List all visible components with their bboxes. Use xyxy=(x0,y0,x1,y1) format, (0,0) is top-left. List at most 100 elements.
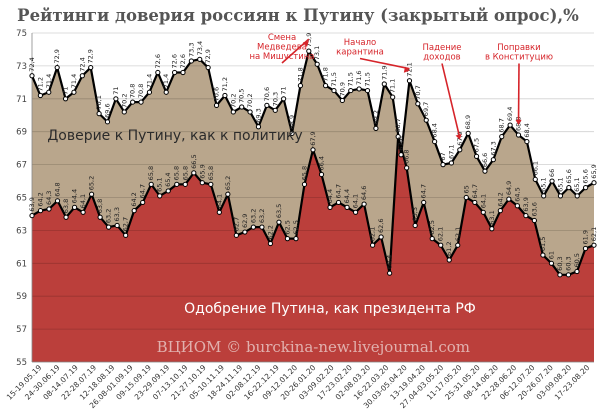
annotation-arrowhead xyxy=(403,66,410,73)
data-label-approval: 64,8 xyxy=(54,182,62,196)
data-label-trust: 69,4 xyxy=(506,107,514,121)
point-trust xyxy=(532,176,538,183)
y-tick-label: 71 xyxy=(16,95,27,105)
data-label-trust: 72,9 xyxy=(204,49,212,63)
data-label-approval: 64,1 xyxy=(215,194,223,208)
point-approval xyxy=(80,209,86,215)
data-label-approval: 63,5 xyxy=(275,204,283,218)
data-label-approval: 64,1 xyxy=(479,194,487,208)
data-label-trust: 71 xyxy=(62,87,70,95)
data-label-approval: 62,5 xyxy=(428,220,436,234)
data-label-approval: 63,9 xyxy=(522,197,530,211)
data-label-trust: 71,5 xyxy=(347,72,355,86)
data-label-trust: 72,4 xyxy=(78,57,86,71)
point-approval xyxy=(506,196,512,202)
point-trust xyxy=(465,130,471,136)
point-trust xyxy=(213,102,220,108)
data-label-approval: 63,6 xyxy=(530,202,538,216)
point-approval xyxy=(591,242,597,248)
point-approval xyxy=(293,236,299,242)
point-approval xyxy=(497,208,503,214)
data-label-trust: 67,6 xyxy=(397,136,405,150)
point-trust xyxy=(541,193,547,199)
point-trust xyxy=(373,125,379,132)
point-approval xyxy=(429,236,435,242)
point-trust xyxy=(247,109,253,115)
data-label-trust: 71,2 xyxy=(221,77,229,91)
point-trust xyxy=(348,87,354,94)
y-tick-label: 73 xyxy=(16,62,27,72)
data-label-trust: 71,5 xyxy=(330,72,338,86)
data-label-approval: 64,7 xyxy=(139,184,147,198)
data-label-trust: 72,6 xyxy=(179,54,187,68)
point-approval xyxy=(276,219,282,225)
point-approval xyxy=(404,165,410,171)
point-trust xyxy=(490,157,496,163)
point-approval xyxy=(523,212,529,219)
data-label-trust: 67 xyxy=(439,152,447,160)
data-label-approval: 65,8 xyxy=(181,166,189,180)
point-trust xyxy=(37,92,43,99)
point-trust xyxy=(264,102,270,108)
data-label-trust: 71 xyxy=(112,87,120,95)
point-trust xyxy=(566,185,572,191)
chart-title: Рейтинги доверия россиян к Путину (закры… xyxy=(17,6,579,25)
point-trust xyxy=(138,99,144,105)
data-label-approval: 63,2 xyxy=(249,209,257,223)
point-trust xyxy=(331,87,337,94)
data-label-approval: 64,4 xyxy=(326,189,334,203)
point-approval xyxy=(489,226,495,232)
data-label-approval: 66,5 xyxy=(190,154,198,168)
y-tick-label: 57 xyxy=(16,325,27,335)
data-label-trust: 65,9 xyxy=(590,164,597,178)
point-approval xyxy=(318,171,325,178)
data-label-approval: 64,5 xyxy=(513,187,521,201)
point-approval xyxy=(387,270,393,276)
data-label-approval: 64,7 xyxy=(335,184,343,198)
data-label-approval: 64,6 xyxy=(360,186,368,200)
point-approval xyxy=(548,260,555,266)
data-label-trust: 69,7 xyxy=(422,102,430,116)
point-trust xyxy=(155,69,161,76)
point-approval xyxy=(216,209,222,215)
point-trust xyxy=(591,180,597,186)
data-label-trust: 71,8 xyxy=(322,67,330,81)
data-label-approval: 62,5 xyxy=(283,220,291,234)
point-approval xyxy=(335,199,342,206)
data-label-approval: 64,7 xyxy=(471,184,479,198)
data-label-approval: 63,2 xyxy=(258,209,266,223)
point-approval xyxy=(199,180,205,186)
data-label-approval: 64,1 xyxy=(79,194,87,208)
point-approval xyxy=(182,181,188,187)
point-trust xyxy=(222,92,228,99)
data-label-trust: 71,4 xyxy=(145,74,153,88)
data-label-approval: 65,8 xyxy=(147,166,155,180)
point-approval xyxy=(574,268,580,275)
point-approval xyxy=(446,257,452,263)
data-label-trust: 69,2 xyxy=(372,110,380,124)
point-trust xyxy=(289,130,295,136)
point-trust xyxy=(499,134,505,140)
data-label-trust: 71,9 xyxy=(380,66,388,80)
point-trust xyxy=(549,178,555,184)
point-trust xyxy=(113,96,119,102)
point-trust xyxy=(121,109,127,115)
point-approval xyxy=(301,181,308,187)
data-label-approval: 63,3 xyxy=(113,207,121,221)
annotation-text: Падение доходов xyxy=(422,43,461,63)
data-label-trust: 68,7 xyxy=(498,118,506,132)
data-label-trust: 73,1 xyxy=(313,46,321,60)
point-approval xyxy=(89,191,95,197)
point-approval xyxy=(540,252,546,258)
data-label-trust: 73,3 xyxy=(187,42,195,56)
point-trust xyxy=(306,48,312,54)
data-label-approval: 60,5 xyxy=(573,253,581,267)
point-trust xyxy=(46,89,52,95)
data-label-trust: 72,9 xyxy=(53,49,61,63)
point-trust xyxy=(281,96,287,102)
point-approval xyxy=(531,217,537,224)
data-label-trust: 70,2 xyxy=(229,93,237,107)
data-label-approval: 63,8 xyxy=(62,199,70,213)
point-trust xyxy=(54,64,60,71)
data-label-trust: 70,6 xyxy=(263,87,271,101)
